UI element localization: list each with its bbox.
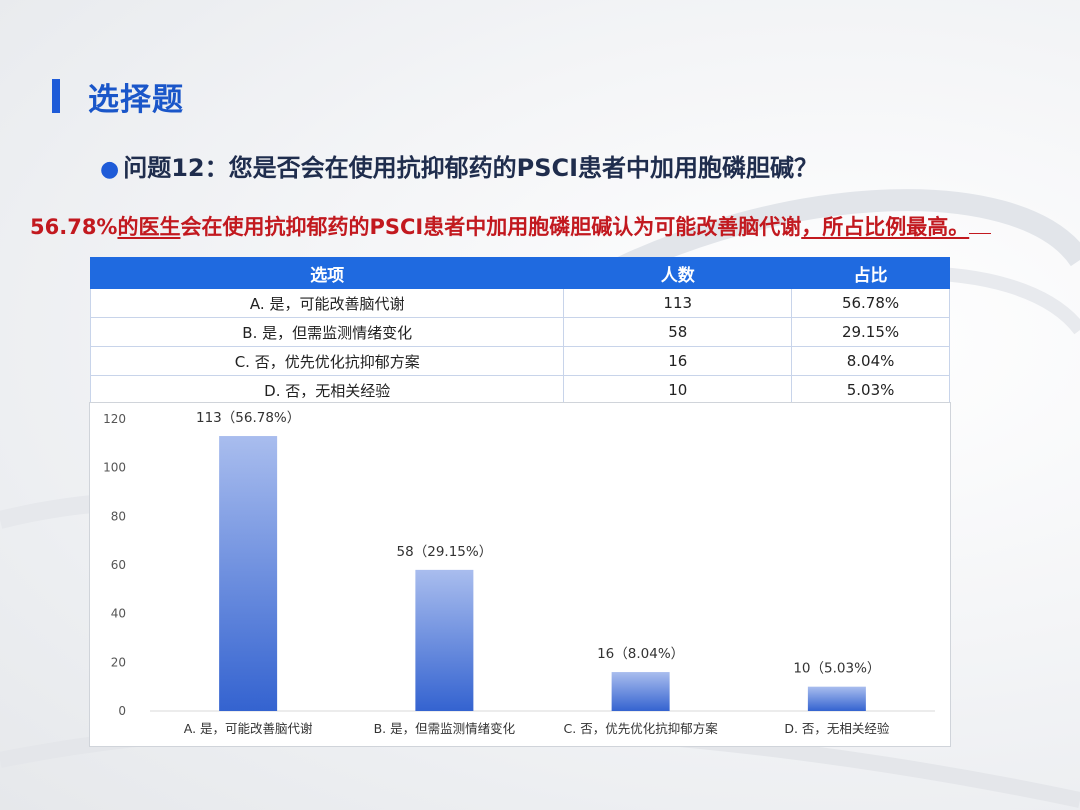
conclusion-ending: ，所占比例最高。 <box>801 215 970 239</box>
y-tick-label: 120 <box>103 412 126 426</box>
title-accent-bar <box>52 79 60 113</box>
question-label: 问题12：您是否会在使用抗抑郁药的PSCI患者中加用胞磷胆碱？ <box>123 154 819 182</box>
conclusion-percent: 56.78% <box>30 215 118 239</box>
table-header-row: 选项 人数 占比 <box>89 257 950 289</box>
bar <box>415 569 474 711</box>
table-row: A. 是，可能改善脑代谢 113 56.78% <box>89 288 950 318</box>
x-tick-label: A. 是，可能改善脑代谢 <box>184 721 313 736</box>
x-tick-label: C. 否，优先优化抗抑郁方案 <box>564 721 719 736</box>
table-cell-count: 58 <box>563 317 793 347</box>
x-tick-label: B. 是，但需监测情绪变化 <box>374 721 516 736</box>
results-table: 选项 人数 占比 A. 是，可能改善脑代谢 113 56.78% B. 是，但需… <box>89 257 950 405</box>
header-ratio: 占比 <box>791 257 950 289</box>
table-cell-count: 113 <box>563 288 793 318</box>
table-cell-ratio: 29.15% <box>791 317 950 347</box>
bar-chart-canvas: 0 20 40 60 80 100 120 113（56.78%） A. 是，可能改善脑代谢 58… <box>103 410 935 736</box>
table-row: C. 否，优先优化抗抑郁方案 16 8.04% <box>89 346 950 376</box>
table-cell-option: A. 是，可能改善脑代谢 <box>89 288 565 318</box>
data-label: 58（29.15%） <box>397 544 493 560</box>
y-tick-label: 80 <box>111 509 126 523</box>
y-tick-label: 60 <box>111 558 126 572</box>
data-label: 10（5.03%） <box>793 661 880 677</box>
y-tick-label: 40 <box>111 607 126 621</box>
data-label: 16（8.04%） <box>597 646 684 662</box>
table-cell-ratio: 8.04% <box>791 346 950 376</box>
table-row: D. 否，无相关经验 10 5.03% <box>89 375 950 405</box>
conclusion-text: 56.78%的医生会在使用抗抑郁药的PSCI患者中加用胞磷胆碱认为可能改善脑代谢… <box>30 209 1050 245</box>
bullet-icon: ● <box>100 157 120 182</box>
bar-chart: 0 20 40 60 80 100 120 113（56.78%） A. 是，可能改善脑代谢 58… <box>89 402 951 747</box>
table-cell-option: D. 否，无相关经验 <box>89 375 565 405</box>
conclusion-subject: 的医生 <box>117 215 181 239</box>
conclusion-underline-tail <box>969 219 992 234</box>
page-title: 选择题 <box>88 82 184 118</box>
question-text: ● 问题12：您是否会在使用抗抑郁药的PSCI患者中加用胞磷胆碱？ <box>100 148 818 183</box>
bar <box>219 436 278 711</box>
data-label: 113（56.78%） <box>196 410 300 426</box>
table-row: B. 是，但需监测情绪变化 58 29.15% <box>89 317 950 347</box>
table-cell-ratio: 56.78% <box>791 288 950 318</box>
table-cell-count: 10 <box>563 375 793 405</box>
table-cell-count: 16 <box>563 346 793 376</box>
header-option: 选项 <box>89 257 565 289</box>
conclusion-body: 会在使用抗抑郁药的PSCI患者中加用胞磷胆碱认为可能改善脑代谢 <box>180 215 802 239</box>
x-tick-label: D. 否，无相关经验 <box>784 721 890 736</box>
y-tick-label: 100 <box>103 461 126 475</box>
y-tick-label: 0 <box>118 704 126 718</box>
bar <box>611 672 670 711</box>
table-cell-ratio: 5.03% <box>791 375 950 405</box>
table-cell-option: B. 是，但需监测情绪变化 <box>89 317 565 347</box>
table-cell-option: C. 否，优先优化抗抑郁方案 <box>89 346 565 376</box>
bar <box>807 686 866 711</box>
header-count: 人数 <box>563 257 793 289</box>
y-tick-label: 20 <box>111 655 126 669</box>
